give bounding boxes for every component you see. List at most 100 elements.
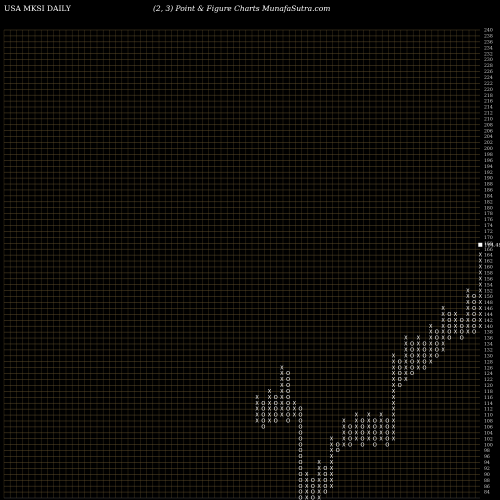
o-box-mark: O	[410, 371, 414, 377]
x-box-mark: X	[441, 336, 445, 342]
x-box-mark: X	[342, 425, 346, 431]
x-box-mark: X	[392, 425, 396, 431]
o-box-mark: O	[299, 454, 303, 460]
o-box-mark: O	[323, 478, 327, 484]
x-box-mark: X	[268, 407, 272, 413]
y-tick-label: 226	[484, 69, 493, 75]
x-box-mark: X	[330, 460, 334, 466]
x-box-mark: X	[479, 324, 483, 330]
o-box-mark: O	[286, 371, 290, 377]
x-box-mark: X	[429, 324, 433, 330]
y-tick-label: 218	[484, 93, 493, 99]
x-box-mark: X	[367, 425, 371, 431]
o-box-mark: O	[373, 442, 377, 448]
x-box-mark: X	[255, 395, 259, 401]
o-box-mark: O	[423, 347, 427, 353]
o-box-mark: O	[286, 401, 290, 407]
y-tick-label: 88	[484, 478, 490, 484]
o-box-mark: O	[398, 377, 402, 383]
o-box-mark: O	[447, 318, 451, 324]
x-box-mark: X	[367, 430, 371, 436]
x-box-mark: X	[441, 318, 445, 324]
o-box-mark: O	[472, 324, 476, 330]
o-box-mark: O	[423, 365, 427, 371]
y-tick-label: 126	[484, 365, 493, 371]
y-tick-label: 138	[484, 330, 493, 336]
x-box-mark: X	[392, 419, 396, 425]
x-box-mark: X	[280, 371, 284, 377]
y-tick-label: 102	[484, 436, 493, 442]
x-box-mark: X	[404, 365, 408, 371]
o-box-mark: O	[299, 442, 303, 448]
x-box-mark: X	[342, 419, 346, 425]
chart-title: USA MKSI DAILY	[4, 4, 71, 13]
x-box-mark: X	[330, 478, 334, 484]
x-box-mark: X	[479, 312, 483, 318]
x-box-mark: X	[255, 413, 259, 419]
x-box-mark: X	[293, 401, 297, 407]
y-tick-label: 212	[484, 111, 493, 117]
o-box-mark: O	[361, 419, 365, 425]
x-box-mark: X	[404, 336, 408, 342]
o-box-mark: O	[323, 490, 327, 496]
o-box-mark: O	[261, 413, 265, 419]
o-box-mark: O	[286, 389, 290, 395]
o-box-mark: O	[410, 347, 414, 353]
o-box-mark: O	[299, 425, 303, 431]
x-box-mark: X	[479, 300, 483, 306]
x-box-mark: X	[466, 294, 470, 300]
y-tick-label: 104	[484, 430, 493, 436]
x-box-mark: X	[355, 419, 359, 425]
x-box-mark: X	[317, 472, 321, 478]
o-box-mark: O	[286, 377, 290, 383]
x-box-mark: X	[367, 436, 371, 442]
y-tick-label: 210	[484, 116, 493, 122]
o-box-mark: O	[286, 407, 290, 413]
x-box-mark: X	[379, 419, 383, 425]
x-box-mark: X	[280, 401, 284, 407]
o-box-mark: O	[274, 413, 278, 419]
o-box-mark: O	[286, 413, 290, 419]
x-box-mark: X	[454, 324, 458, 330]
x-box-mark: X	[342, 436, 346, 442]
x-box-mark: X	[417, 365, 421, 371]
y-tick-label: 180	[484, 205, 493, 211]
o-box-mark: O	[261, 419, 265, 425]
o-box-mark: O	[385, 425, 389, 431]
o-box-mark: O	[447, 330, 451, 336]
x-box-mark: X	[479, 276, 483, 282]
x-box-mark: X	[429, 336, 433, 342]
y-tick-label: 110	[484, 413, 493, 419]
o-box-mark: O	[299, 478, 303, 484]
o-box-mark: O	[299, 472, 303, 478]
o-box-mark: O	[348, 430, 352, 436]
o-box-mark: O	[286, 383, 290, 389]
x-box-mark: X	[305, 484, 309, 490]
y-tick-label: 154	[484, 282, 493, 288]
x-box-mark: X	[305, 490, 309, 496]
x-box-mark: X	[392, 359, 396, 365]
x-box-mark: X	[317, 490, 321, 496]
o-box-mark: O	[435, 330, 439, 336]
y-tick-label: 162	[484, 259, 493, 265]
o-box-mark: O	[373, 436, 377, 442]
o-box-mark: O	[261, 401, 265, 407]
y-tick-label: 120	[484, 383, 493, 389]
o-box-mark: O	[472, 330, 476, 336]
o-box-mark: O	[336, 448, 340, 454]
y-tick-label: 200	[484, 146, 493, 152]
y-tick-label: 184	[484, 193, 493, 199]
x-box-mark: X	[255, 419, 259, 425]
y-tick-label: 158	[484, 270, 493, 276]
y-tick-label: 130	[484, 353, 493, 359]
x-box-mark: X	[404, 371, 408, 377]
x-box-mark: X	[404, 377, 408, 383]
o-box-mark: O	[261, 407, 265, 413]
o-box-mark: O	[398, 365, 402, 371]
o-box-mark: O	[299, 484, 303, 490]
o-box-mark: O	[398, 383, 402, 389]
x-box-mark: X	[367, 413, 371, 419]
x-box-mark: X	[255, 401, 259, 407]
x-box-mark: X	[417, 342, 421, 348]
y-tick-label: 238	[484, 34, 493, 40]
